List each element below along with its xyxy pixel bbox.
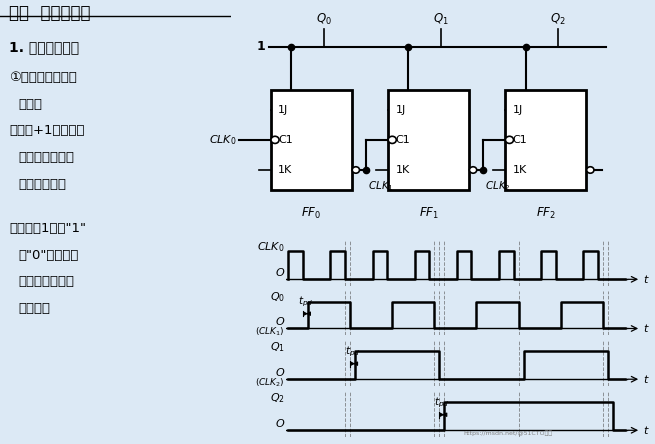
Circle shape xyxy=(470,167,477,173)
Text: $Q_0$: $Q_0$ xyxy=(270,291,285,305)
Text: $t$: $t$ xyxy=(643,322,650,334)
Text: C1: C1 xyxy=(396,135,410,145)
Text: https://msdn.net/@51CTO博客: https://msdn.net/@51CTO博客 xyxy=(464,431,553,436)
Text: 高位翻转: 高位翻转 xyxy=(18,302,50,315)
Bar xyxy=(506,90,586,190)
Text: 1. 二进制计数器: 1. 二进制计数器 xyxy=(9,40,79,54)
Text: 位方式工作。: 位方式工作。 xyxy=(18,178,66,190)
Text: 在末位+1时，从低: 在末位+1时，从低 xyxy=(9,124,84,137)
Text: $Q_0$: $Q_0$ xyxy=(316,12,331,27)
Text: 计数器: 计数器 xyxy=(18,98,43,111)
Text: $CLK_2$: $CLK_2$ xyxy=(485,179,511,193)
Text: C1: C1 xyxy=(513,135,527,145)
Text: $Q_1$: $Q_1$ xyxy=(433,12,449,27)
Text: $t$: $t$ xyxy=(643,424,650,436)
Text: 1K: 1K xyxy=(513,165,527,175)
Circle shape xyxy=(506,136,514,143)
Text: C1: C1 xyxy=(278,135,293,145)
Text: 原则：每1位从"1": 原则：每1位从"1" xyxy=(9,222,86,235)
Text: 1K: 1K xyxy=(278,165,293,175)
Text: $t_{pd}$: $t_{pd}$ xyxy=(434,396,449,410)
Text: $CLK_1$: $CLK_1$ xyxy=(368,179,394,193)
Text: $FF_0$: $FF_0$ xyxy=(301,206,322,221)
Text: 变"0"时，向高: 变"0"时，向高 xyxy=(18,249,79,262)
Text: 1J: 1J xyxy=(278,105,288,115)
Text: $Q_2$: $Q_2$ xyxy=(270,391,285,404)
Text: 位发出进位，使: 位发出进位，使 xyxy=(18,275,75,288)
Text: $O$: $O$ xyxy=(274,366,285,378)
Circle shape xyxy=(587,167,594,173)
Text: ①异步二进制加法: ①异步二进制加法 xyxy=(9,71,77,84)
Bar xyxy=(271,90,352,190)
Text: $FF_1$: $FF_1$ xyxy=(419,206,439,221)
Circle shape xyxy=(388,136,396,143)
Text: $(CLK_1)$: $(CLK_1)$ xyxy=(255,325,285,338)
Text: 位到高位逐位进: 位到高位逐位进 xyxy=(18,151,75,164)
Text: 1J: 1J xyxy=(396,105,405,115)
Text: $O$: $O$ xyxy=(274,266,285,278)
Circle shape xyxy=(271,136,279,143)
Text: 1J: 1J xyxy=(513,105,523,115)
Text: $FF_2$: $FF_2$ xyxy=(536,206,556,221)
Text: $t$: $t$ xyxy=(643,373,650,385)
Text: 二．  异步计数器: 二． 异步计数器 xyxy=(9,4,91,23)
Text: $O$: $O$ xyxy=(274,315,285,327)
Text: $O$: $O$ xyxy=(274,417,285,429)
Text: 1K: 1K xyxy=(396,165,410,175)
Text: $Q_1$: $Q_1$ xyxy=(270,340,285,353)
Bar xyxy=(388,90,469,190)
Circle shape xyxy=(352,167,360,173)
Text: 1: 1 xyxy=(256,40,265,53)
Text: $t_{pd}$: $t_{pd}$ xyxy=(298,295,313,309)
Text: $t_{pd}$: $t_{pd}$ xyxy=(345,345,360,359)
Text: $CLK_0$: $CLK_0$ xyxy=(257,240,285,254)
Text: $Q_2$: $Q_2$ xyxy=(550,12,566,27)
Text: $t$: $t$ xyxy=(643,274,650,285)
Text: $(CLK_2)$: $(CLK_2)$ xyxy=(255,377,285,389)
Text: $CLK_0$: $CLK_0$ xyxy=(209,133,236,147)
